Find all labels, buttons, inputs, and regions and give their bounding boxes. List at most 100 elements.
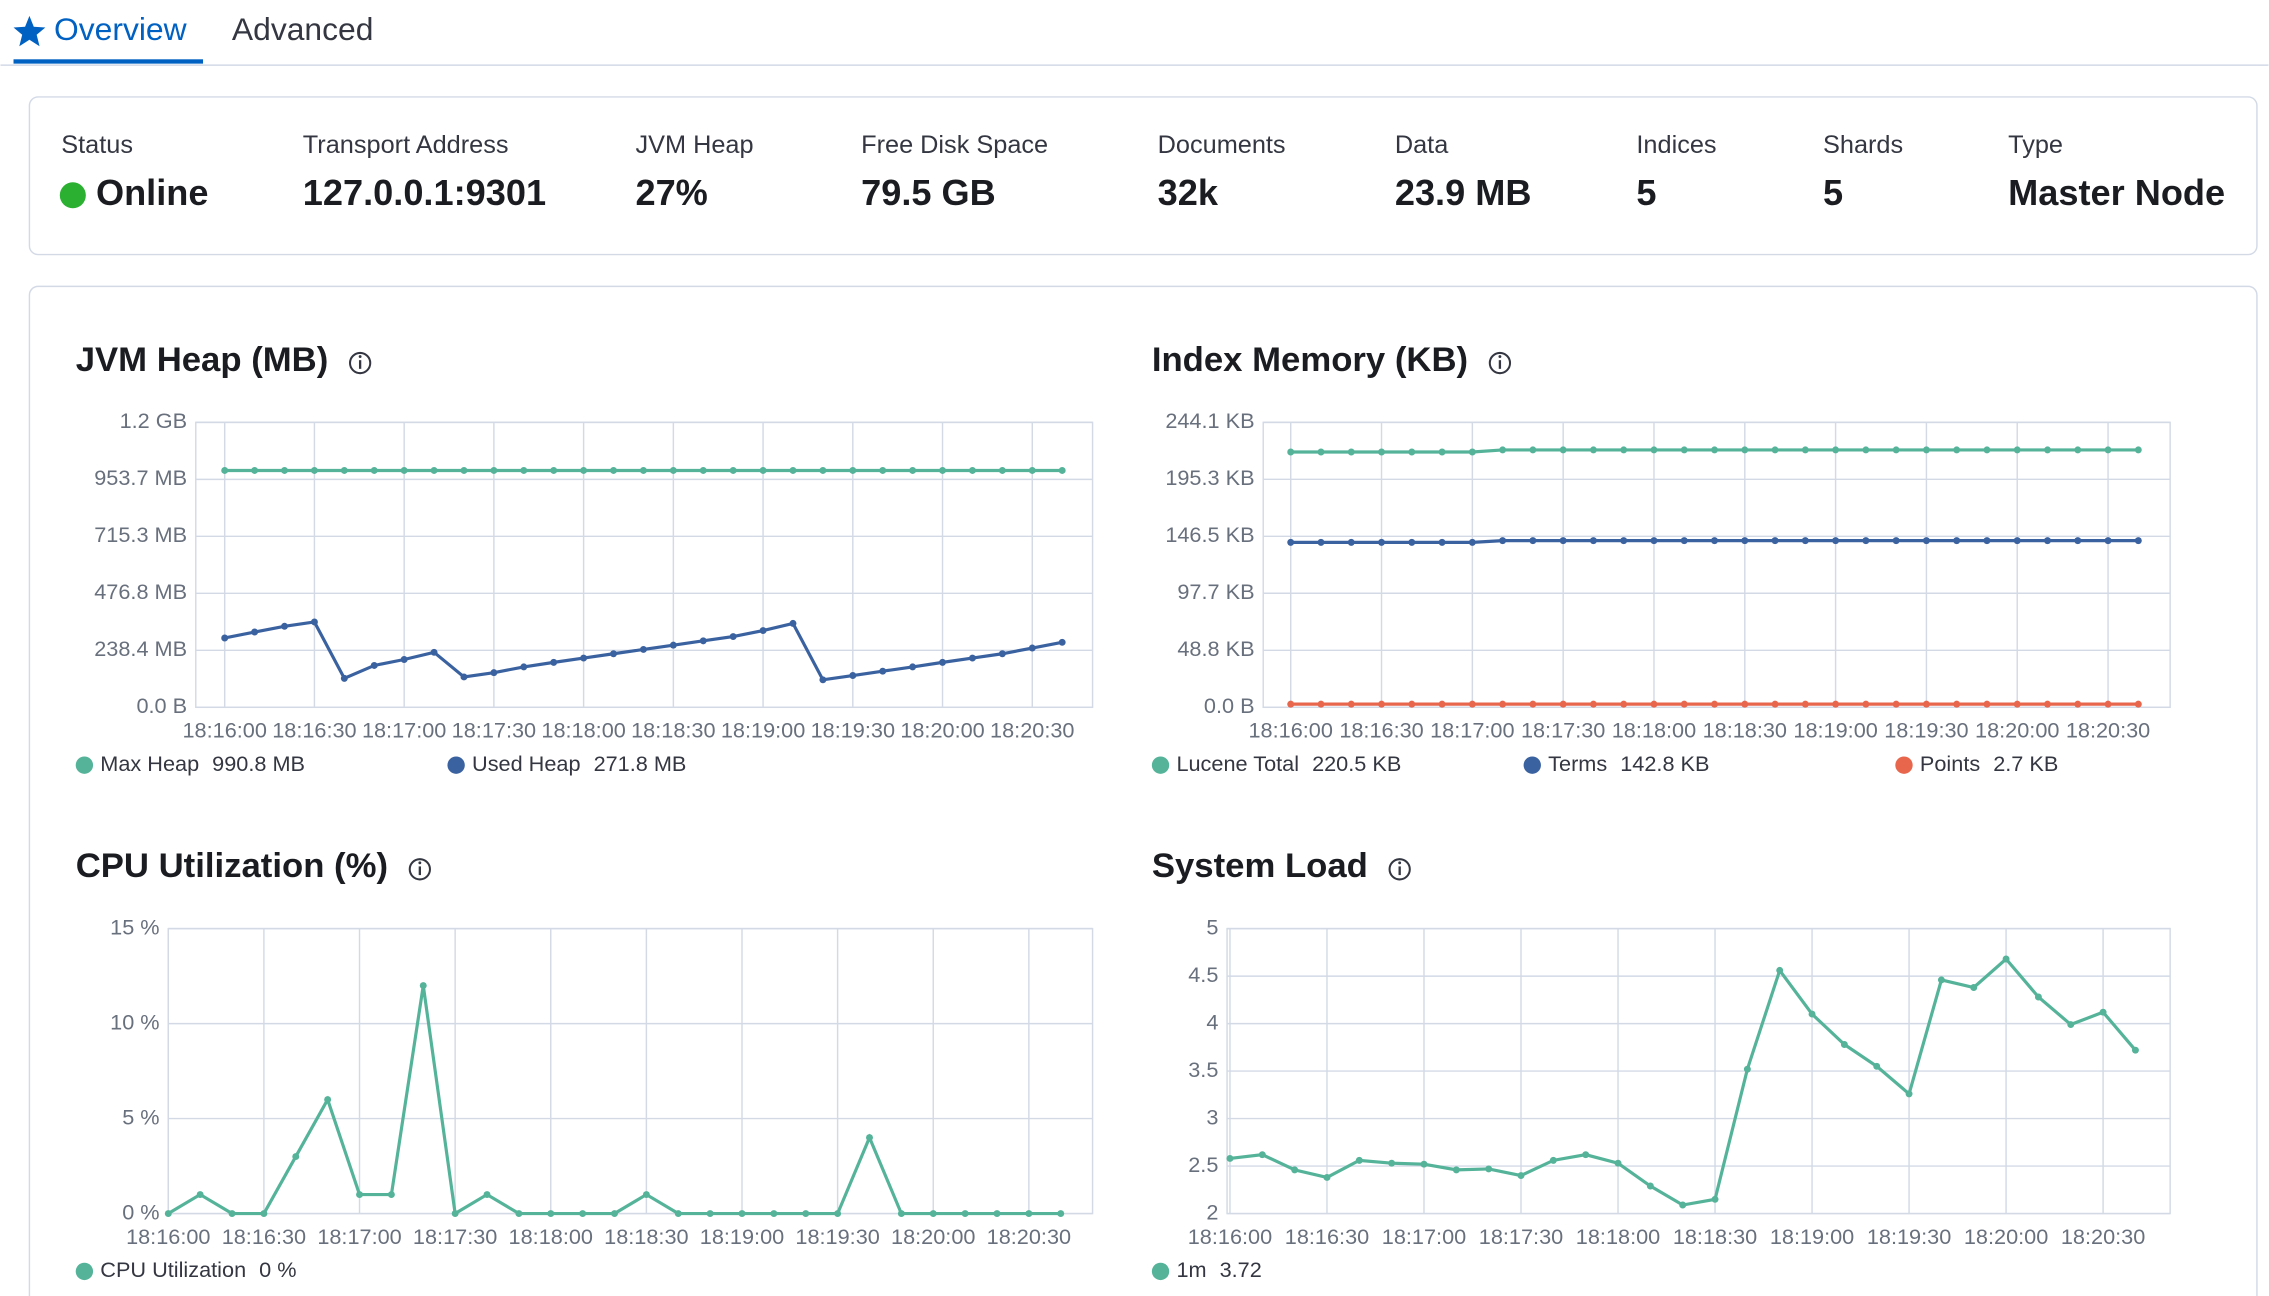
legend-swatch <box>75 756 94 774</box>
data-point <box>849 467 857 474</box>
data-point <box>802 1210 810 1218</box>
legend-value: 220.5 KB <box>1312 751 1401 776</box>
data-point <box>1559 446 1567 454</box>
data-point <box>2034 993 2042 1001</box>
data-point <box>2104 700 2112 708</box>
data-point <box>1529 446 1537 454</box>
data-point <box>929 1210 937 1218</box>
data-point <box>1892 446 1900 454</box>
data-point <box>2099 1008 2107 1016</box>
stat-label: Indices <box>1636 131 1716 159</box>
data-point <box>879 667 887 675</box>
data-point <box>460 673 468 681</box>
data-point <box>1953 700 1961 708</box>
data-point <box>639 467 647 474</box>
data-point <box>834 1210 842 1218</box>
status-dot <box>59 182 86 209</box>
tab-advanced[interactable]: Advanced <box>232 11 374 47</box>
data-point <box>1378 700 1386 708</box>
data-point <box>998 650 1006 658</box>
data-point <box>1559 537 1567 545</box>
data-point <box>1468 538 1476 546</box>
data-point <box>909 467 917 474</box>
x-tick-label: 18:19:00 <box>1770 1224 1854 1249</box>
y-tick-label: 15 % <box>110 914 159 939</box>
data-point <box>515 1210 523 1218</box>
chart-title: Index Memory (KB) <box>1152 341 1468 379</box>
data-point <box>1549 1156 1557 1164</box>
data-point <box>968 654 976 662</box>
data-point <box>1937 976 1945 984</box>
data-point <box>1741 446 1749 454</box>
data-point <box>1529 700 1537 708</box>
data-point <box>1650 700 1658 708</box>
data-point <box>164 1210 172 1218</box>
stat-value: 79.5 GB <box>861 172 996 213</box>
data-point <box>387 1191 395 1199</box>
x-tick-label: 18:18:30 <box>1703 718 1787 743</box>
data-point <box>849 672 857 679</box>
data-point <box>1771 700 1779 708</box>
data-point <box>639 645 647 653</box>
data-point <box>281 467 288 474</box>
data-point <box>1862 700 1870 708</box>
data-point <box>819 676 827 684</box>
data-point <box>2013 537 2021 545</box>
data-point <box>1983 446 1991 454</box>
stat-value: Online <box>96 172 209 213</box>
data-point <box>642 1191 650 1199</box>
legend-value: 0 % <box>259 1257 296 1282</box>
data-point <box>281 622 288 630</box>
data-point <box>1711 446 1718 454</box>
data-point <box>1517 1172 1525 1180</box>
y-tick-label: 2 <box>1206 1199 1218 1224</box>
x-tick-label: 18:17:00 <box>317 1224 401 1249</box>
legend-value: 271.8 MB <box>594 751 687 776</box>
data-point <box>580 654 588 662</box>
x-tick-label: 18:18:00 <box>509 1224 593 1249</box>
data-point <box>998 467 1006 474</box>
data-point <box>610 650 617 658</box>
data-point <box>1378 448 1386 456</box>
x-tick-label: 18:17:30 <box>413 1224 497 1249</box>
data-point <box>1771 446 1779 454</box>
data-point <box>1646 1182 1654 1190</box>
y-tick-label: 244.1 KB <box>1165 408 1254 433</box>
data-point <box>1832 537 1840 545</box>
data-point <box>1589 537 1597 545</box>
data-point <box>520 663 528 671</box>
data-point <box>430 648 438 656</box>
y-tick-label: 715.3 MB <box>94 522 187 547</box>
data-point <box>759 467 767 474</box>
data-point <box>1711 537 1718 545</box>
data-point <box>669 641 677 649</box>
y-tick-label: 10 % <box>110 1009 159 1034</box>
data-point <box>1291 1166 1299 1174</box>
data-point <box>789 467 797 474</box>
data-point <box>2044 537 2051 545</box>
data-point <box>1028 644 1036 652</box>
stat-value: 23.9 MB <box>1395 172 1532 213</box>
data-point <box>2104 537 2112 545</box>
data-point <box>968 467 976 474</box>
legend-label: CPU Utilization <box>100 1257 246 1282</box>
data-point <box>1680 446 1688 454</box>
data-point <box>1287 448 1295 456</box>
data-point <box>1058 638 1066 646</box>
data-point <box>260 1210 268 1218</box>
data-point <box>1620 537 1628 545</box>
data-point <box>356 1191 363 1199</box>
tab-overview[interactable]: Overview <box>54 11 188 47</box>
legend-swatch <box>447 756 465 774</box>
data-point <box>2044 700 2051 708</box>
data-point <box>1953 537 1961 545</box>
data-point <box>610 467 617 474</box>
data-point <box>1485 1165 1493 1173</box>
data-point <box>1355 1156 1363 1164</box>
data-point <box>228 1210 236 1218</box>
data-point <box>460 467 468 474</box>
legend-label: 1m <box>1176 1257 1206 1282</box>
data-point <box>866 1134 873 1142</box>
y-tick-label: 238.4 MB <box>94 636 187 661</box>
